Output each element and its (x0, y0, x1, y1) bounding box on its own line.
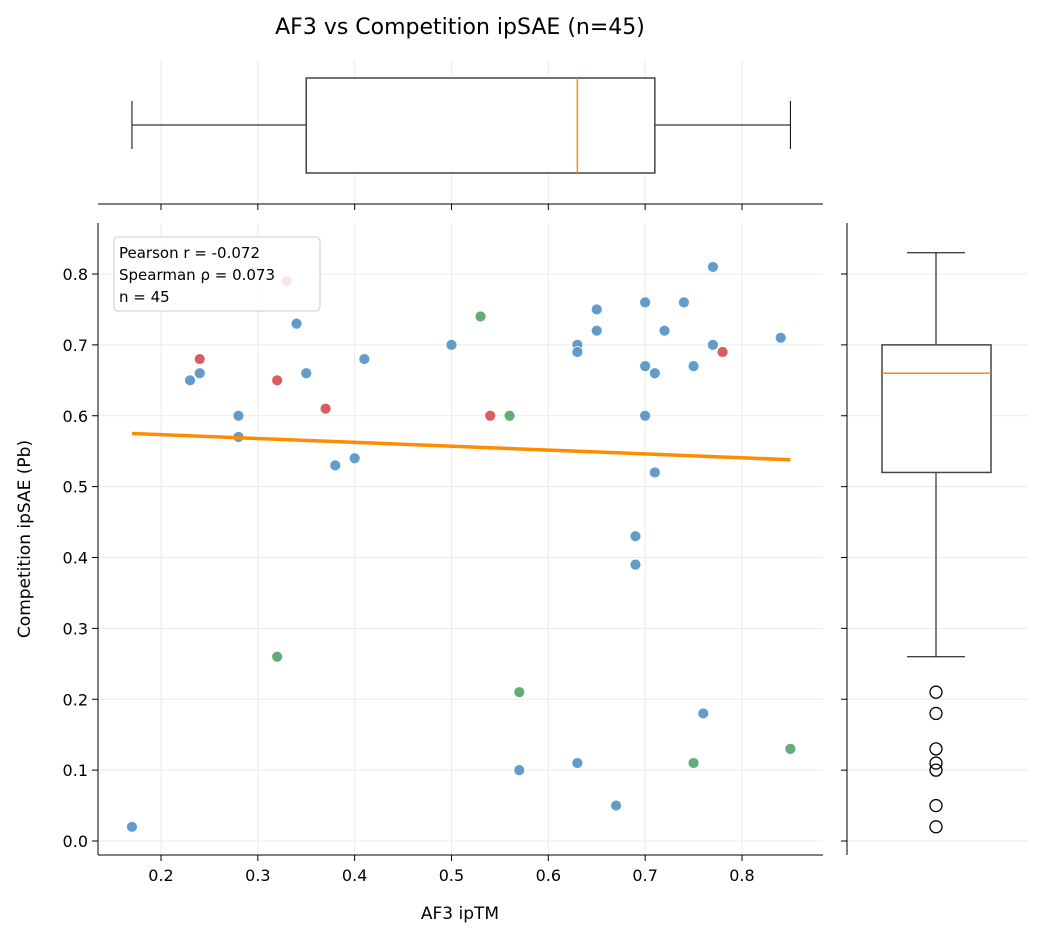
stats-n: n = 45 (119, 288, 170, 306)
data-point-blue (300, 367, 313, 380)
x-tick-label: 0.4 (342, 866, 367, 885)
chart-title: AF3 vs Competition ipSAE (n=45) (275, 15, 645, 40)
data-point-blue (590, 303, 603, 316)
data-point-blue (329, 459, 342, 472)
x-tick-label: 0.7 (632, 866, 657, 885)
data-point-blue (707, 338, 719, 351)
data-point-blue (348, 452, 361, 465)
y-tick-label: 0.5 (63, 478, 88, 497)
data-point-blue (687, 360, 700, 373)
data-point-blue (358, 353, 371, 365)
data-point-blue (193, 367, 206, 380)
data-point-blue (610, 799, 623, 812)
outlier-point (929, 685, 943, 699)
data-point-blue (513, 764, 526, 777)
data-point-blue (658, 324, 671, 337)
data-point-blue (648, 466, 661, 479)
x-boxplot-axes (98, 60, 823, 210)
x-axis-label: AF3 ipTM (421, 904, 499, 924)
data-point-green (271, 650, 284, 663)
outlier-point (929, 756, 943, 770)
x-tick-label: 0.3 (245, 866, 270, 885)
x-tick-label: 0.8 (729, 866, 754, 885)
data-point-green (503, 409, 516, 422)
data-point-green (513, 686, 526, 699)
y-boxplot-axes (841, 223, 1028, 855)
data-point-green (474, 310, 487, 323)
data-point-green (784, 742, 797, 755)
data-point-blue (707, 261, 719, 273)
y-tick-label: 0.7 (63, 336, 88, 355)
x-tick-label: 0.6 (536, 866, 561, 885)
data-point-blue (184, 374, 196, 387)
data-point-blue (445, 338, 458, 351)
y-axis-label: Competition ipSAE (Pb) (15, 440, 35, 638)
stats-spearman: Spearman ρ = 0.073 (119, 266, 275, 284)
data-point-blue (232, 409, 245, 422)
data-point-blue (571, 346, 584, 358)
outlier-point (929, 820, 943, 834)
data-point-blue (774, 331, 787, 344)
data-point-blue (629, 530, 642, 543)
data-point-blue (290, 317, 303, 330)
data-point-blue (590, 324, 603, 337)
x-tick-label: 0.5 (439, 866, 464, 885)
data-point-red (716, 346, 729, 358)
stats-box (113, 236, 321, 312)
y-tick-label: 0.8 (63, 265, 88, 284)
y-tick-label: 0.2 (63, 690, 88, 709)
x-tick-label: 0.2 (148, 866, 173, 885)
outlier-point (929, 742, 943, 756)
data-point-blue (571, 757, 584, 769)
data-point-green (687, 757, 700, 769)
data-point-red (484, 409, 497, 422)
data-point-blue (126, 820, 138, 833)
data-point-red (319, 402, 332, 415)
data-point-blue (639, 409, 652, 422)
outlier-point (929, 706, 943, 721)
iqr-box (881, 344, 992, 474)
y-tick-label: 0.3 (63, 619, 88, 638)
regression-line (131, 431, 791, 462)
data-point-blue (629, 558, 642, 571)
y-tick-label: 0.1 (63, 761, 88, 780)
scatter-axes: 0.2 0.3 0.4 0.5 0.6 0.7 0.8 0.0 0.1 0.2 0.3 0.4 0.5 0… (63, 223, 823, 885)
outlier-point (929, 798, 943, 813)
data-point-blue (639, 296, 652, 309)
stats-pearson: Pearson r = -0.072 (119, 244, 260, 262)
data-point-blue (648, 367, 661, 380)
y-tick-label: 0.4 (63, 549, 88, 568)
data-point-red (271, 374, 284, 387)
data-point-red (193, 353, 206, 365)
outlier-point (929, 763, 943, 777)
y-tick-label: 0.6 (63, 407, 88, 426)
data-point-blue (697, 707, 710, 720)
y-tick-label: 0.0 (63, 832, 88, 851)
data-point-blue (639, 360, 652, 373)
iqr-box (305, 77, 656, 174)
data-point-blue (677, 296, 690, 309)
